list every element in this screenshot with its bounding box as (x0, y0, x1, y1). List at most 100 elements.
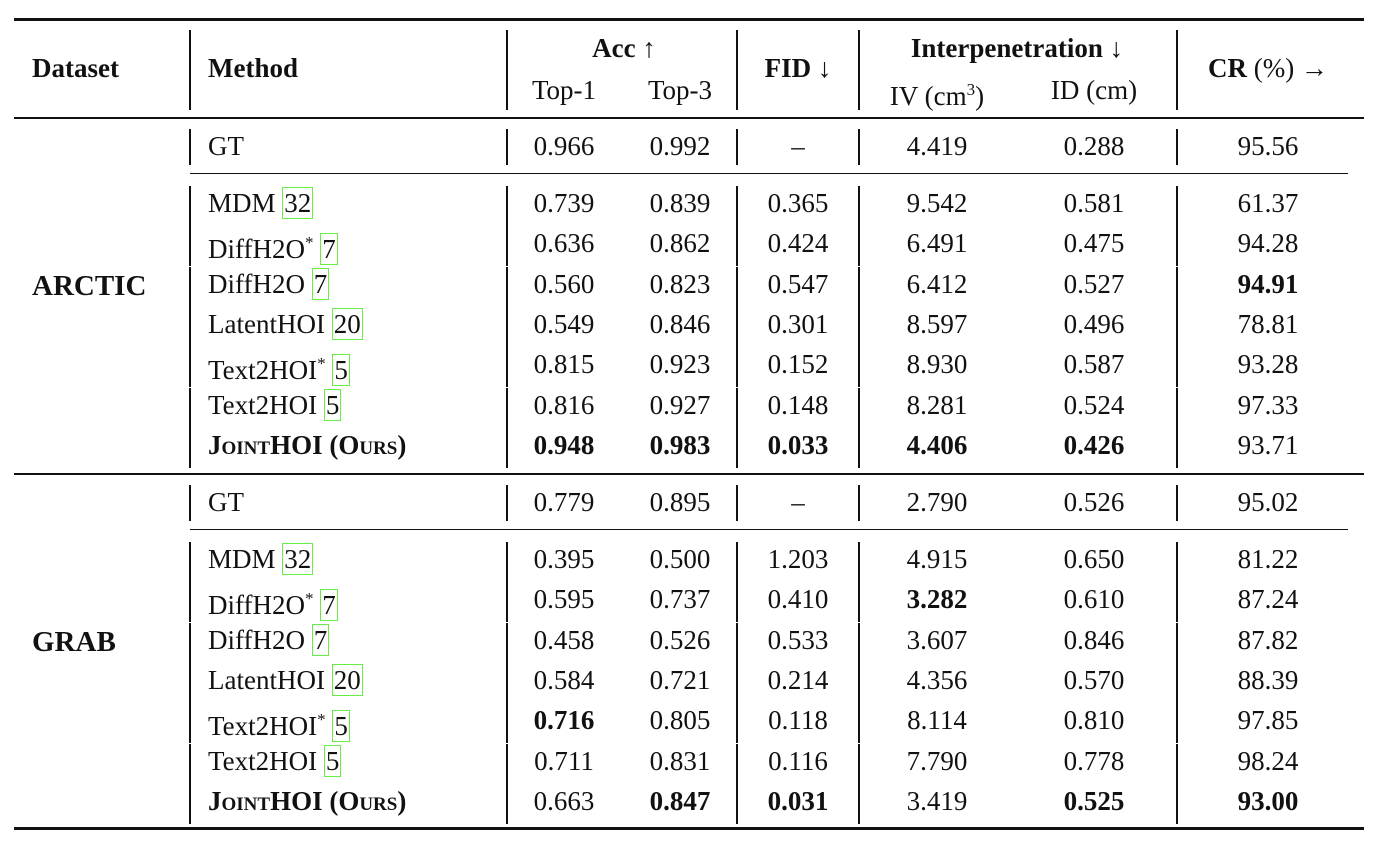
cell-top1: 0.779 (533, 487, 595, 517)
method-star: * (317, 354, 326, 374)
row-vrule (1176, 542, 1178, 582)
cell-fid: 0.118 (768, 705, 828, 736)
citation-ref: 20 (331, 663, 363, 696)
cell-cr: 93.28 (1237, 349, 1299, 380)
citation-ref: 5 (323, 744, 342, 777)
cell-fid: – (791, 487, 805, 517)
cell-cr: 93.71 (1237, 429, 1299, 460)
method-cell: LatentHOI 20 (208, 307, 363, 340)
row-vrule (736, 542, 738, 582)
method-cell: DiffH2O* 7 (208, 583, 338, 622)
row-vrule (736, 347, 738, 388)
row-vrule (858, 743, 860, 784)
cell-top3: 0.895 (649, 487, 711, 517)
row-vrule (736, 485, 738, 521)
row-vrule (858, 129, 860, 165)
row-vrule (506, 703, 508, 744)
header-fid: FID ↓ (764, 53, 832, 83)
cell-iv: 3.607 (906, 624, 968, 655)
header-top3: Top-3 (647, 75, 713, 105)
method-name: DiffH2O (208, 624, 312, 655)
bottom-rule (14, 827, 1364, 830)
row-vrule (1176, 347, 1178, 388)
cell-top1: 0.739 (533, 188, 595, 218)
row-vrule (189, 347, 191, 388)
citation-ref: 32 (282, 543, 314, 575)
row-vrule (1176, 703, 1178, 744)
cell-iv: 8.597 (906, 308, 968, 339)
method-star: * (305, 233, 314, 253)
row-vrule (736, 783, 738, 824)
cell-id: 0.581 (1063, 188, 1125, 218)
cell-iv: 9.542 (906, 188, 968, 218)
cell-fid: 0.547 (767, 268, 829, 299)
cell-iv: 4.356 (906, 664, 968, 695)
cell-iv: 8.114 (907, 705, 967, 736)
cell-top1: 0.816 (533, 389, 595, 420)
row-vrule (506, 226, 508, 267)
method-cell: GT (208, 130, 244, 162)
cell-fid: 0.301 (767, 308, 829, 339)
row-vrule (858, 703, 860, 744)
row-vrule (189, 306, 191, 347)
row-vrule (736, 427, 738, 468)
cell-id: 0.570 (1063, 664, 1125, 695)
cell-top3: 0.823 (649, 268, 711, 299)
cell-fid: 0.410 (767, 584, 829, 615)
method-cell: DiffH2O* 7 (208, 227, 338, 266)
citation-ref: 7 (320, 589, 338, 622)
cell-top3: 0.992 (649, 131, 711, 161)
cell-iv: 3.282 (906, 584, 968, 615)
row-vrule (858, 582, 860, 623)
cell-id: 0.475 (1063, 228, 1125, 259)
cell-id: 0.778 (1063, 745, 1125, 776)
method-name-text: JointHOI (Ours) (208, 429, 407, 460)
row-vrule (1176, 662, 1178, 703)
row-vrule (189, 622, 191, 663)
method-name: Text2HOI (208, 355, 318, 386)
row-vrule (736, 226, 738, 267)
row-vrule (1176, 226, 1178, 267)
header-cr-bold: CR (1208, 53, 1248, 83)
row-vrule (736, 743, 738, 784)
row-vrule (1176, 266, 1178, 307)
cell-fid: – (791, 131, 805, 161)
citation-ref: 5 (323, 388, 342, 421)
row-vrule (858, 622, 860, 663)
row-vrule (506, 129, 508, 165)
header-method: Method (208, 53, 298, 83)
row-vrule (189, 582, 191, 623)
cell-top1: 0.948 (533, 429, 595, 460)
row-vrule (506, 186, 508, 226)
row-vrule (506, 387, 508, 428)
vrule-cr (1176, 30, 1178, 110)
cell-iv: 4.406 (906, 429, 968, 460)
cell-top3: 0.526 (649, 624, 711, 655)
cell-id: 0.650 (1063, 544, 1125, 574)
method-cell: JointHOI (Ours) (208, 785, 406, 817)
header-cr-rest: (%) → (1247, 53, 1328, 83)
cell-iv: 6.412 (906, 268, 968, 299)
row-vrule (1176, 783, 1178, 824)
cell-cr: 98.24 (1237, 745, 1299, 776)
cell-cr: 87.82 (1237, 624, 1299, 655)
citation-ref: 20 (331, 307, 363, 340)
row-vrule (736, 266, 738, 307)
dataset-name-arctic: ARCTIC (32, 270, 147, 302)
row-vrule (1176, 186, 1178, 226)
row-vrule (506, 542, 508, 582)
row-vrule (506, 783, 508, 824)
header-interpenetration: Interpenetration ↓ (910, 33, 1124, 63)
row-vrule (189, 743, 191, 784)
method-cell: Text2HOI* 5 (208, 704, 350, 743)
cell-top1: 0.716 (533, 705, 595, 736)
cell-top3: 0.500 (649, 544, 711, 574)
header-iv-post: ) (975, 81, 985, 111)
cell-top3: 0.983 (649, 429, 711, 460)
cell-iv: 3.419 (906, 785, 968, 816)
cell-top1: 0.549 (533, 308, 595, 339)
cell-iv: 4.419 (906, 131, 968, 161)
cell-top3: 0.839 (649, 188, 711, 218)
method-name: Text2HOI (208, 711, 318, 742)
cell-id: 0.524 (1063, 389, 1125, 420)
